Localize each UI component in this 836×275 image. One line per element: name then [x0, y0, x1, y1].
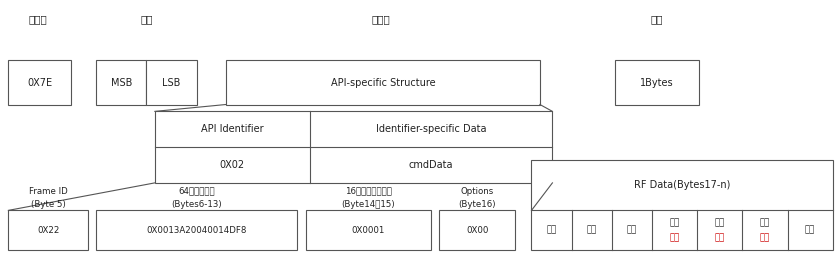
Text: LSB: LSB — [162, 78, 181, 87]
Text: 校验: 校验 — [650, 14, 662, 24]
Bar — [8, 210, 88, 250]
Text: 长度: 长度 — [140, 14, 152, 24]
Text: (Byte14、15): (Byte14、15) — [341, 200, 395, 209]
Text: 人数: 人数 — [714, 233, 724, 242]
Text: 0X7E: 0X7E — [27, 78, 53, 87]
Text: API Identifier: API Identifier — [201, 124, 263, 134]
Text: Options: Options — [460, 187, 493, 196]
Bar — [439, 210, 514, 250]
Text: 0X0001: 0X0001 — [351, 226, 385, 235]
Text: 行驶: 行驶 — [759, 219, 769, 228]
Text: cmdData: cmdData — [408, 160, 453, 170]
Bar — [146, 60, 196, 104]
Text: 16位目标网络地址: 16位目标网络地址 — [344, 187, 391, 196]
Text: 车号: 车号 — [626, 226, 636, 235]
Bar — [531, 160, 832, 250]
Text: 站点: 站点 — [669, 233, 679, 242]
Text: 0X00: 0X00 — [466, 226, 487, 235]
Bar — [226, 60, 539, 104]
Text: 64位目标地址: 64位目标地址 — [178, 187, 215, 196]
Text: (Byte 5): (Byte 5) — [31, 200, 65, 209]
Text: API-specific Structure: API-specific Structure — [330, 78, 435, 87]
Bar — [96, 210, 297, 250]
Text: 0X22: 0X22 — [37, 226, 59, 235]
Text: 车内: 车内 — [714, 219, 724, 228]
Text: Frame ID: Frame ID — [28, 187, 68, 196]
Bar — [8, 60, 71, 104]
Bar — [96, 60, 146, 104]
Text: 0X0013A20040014DF8: 0X0013A20040014DF8 — [146, 226, 247, 235]
Text: 备用: 备用 — [804, 226, 814, 235]
Text: 方向: 方向 — [759, 233, 769, 242]
Text: 时间: 时间 — [586, 226, 596, 235]
Text: RF Data(Bytes17-n): RF Data(Bytes17-n) — [633, 180, 730, 190]
Bar — [614, 60, 698, 104]
Text: (Byte16): (Byte16) — [458, 200, 495, 209]
Text: 日期: 日期 — [546, 226, 556, 235]
Text: 公交: 公交 — [669, 219, 679, 228]
Text: 1Bytes: 1Bytes — [640, 78, 673, 87]
Text: 0X02: 0X02 — [219, 160, 245, 170]
Bar — [155, 111, 552, 183]
Text: (Bytes6-13): (Bytes6-13) — [171, 200, 222, 209]
Text: 数据帧: 数据帧 — [371, 14, 390, 24]
Text: MSB: MSB — [110, 78, 132, 87]
Bar — [305, 210, 431, 250]
Text: 开始符: 开始符 — [28, 14, 47, 24]
Text: Identifier-specific Data: Identifier-specific Data — [375, 124, 486, 134]
